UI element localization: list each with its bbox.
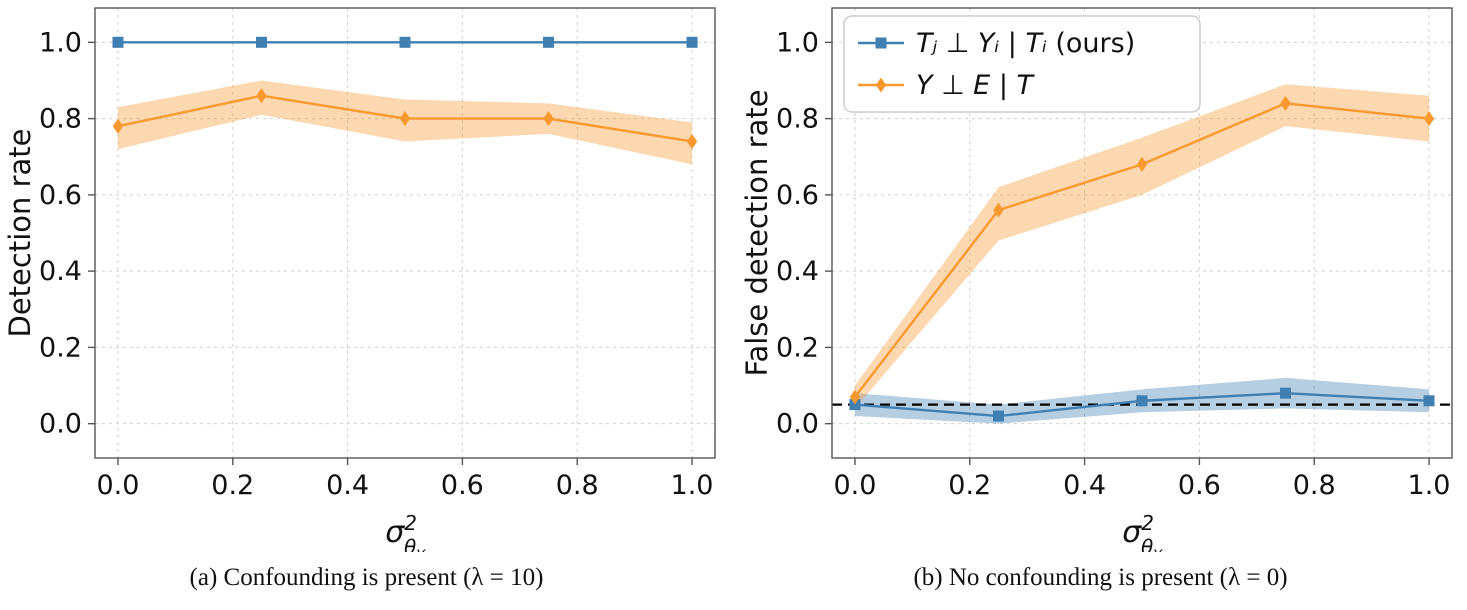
grid (95, 8, 715, 458)
marker-square (992, 410, 1004, 422)
y-tick-label: 0.8 (776, 104, 819, 135)
y-tick-label: 0.6 (776, 180, 819, 211)
y-tick-label: 0.0 (776, 409, 819, 440)
x-axis-label: σ2θY (385, 511, 426, 552)
x-tick-label: 0.2 (948, 470, 991, 501)
marker-diamond (686, 133, 698, 149)
plot-border (831, 7, 1453, 459)
y-tick-label: 1.0 (39, 27, 82, 58)
y-tick-label: 0.4 (39, 256, 82, 287)
legend: Tⱼ ⊥ Yᵢ | Tᵢ (ours) Y ⊥ E | T (843, 15, 1201, 113)
marker-diamond (256, 88, 267, 104)
x-tick-label: 0.0 (833, 470, 876, 501)
plot-border (94, 7, 716, 459)
marker-square (543, 36, 555, 48)
x-tick-label: 0.4 (1063, 470, 1106, 501)
y-tick-label: 0.8 (39, 104, 82, 135)
marker-diamond (1280, 95, 1291, 111)
marker-diamond (875, 77, 887, 93)
legend-entry-label: Tⱼ ⊥ Yᵢ | Tᵢ (ours) (916, 28, 1135, 59)
marker-diamond (112, 118, 124, 134)
marker-square (1423, 395, 1435, 407)
marker-square (1136, 395, 1148, 407)
chart-detection-rate: 0.0 0.2 0.4 0.6 0.8 1.0 0.0 0.2 0.4 0.6 0.8 1.0 Dete… (3, 7, 716, 552)
x-axis-label: σ2θY (1122, 511, 1163, 552)
y-tick-label: 0.0 (39, 409, 82, 440)
caption-panel-a: (a) Confounding is present (λ = 10) (189, 564, 544, 591)
x-tick-label: 0.0 (96, 470, 139, 501)
x-tick-label: 0.6 (1178, 470, 1221, 501)
marker-square (399, 36, 411, 48)
y-axis-label: False detection rate (740, 89, 774, 376)
marker-square (849, 399, 861, 411)
legend-entry-label: Y ⊥ E | T (916, 70, 1035, 101)
x-tick-label: 0.8 (1293, 470, 1336, 501)
legend-box (843, 15, 1201, 113)
y-tick-label: 0.2 (39, 332, 82, 363)
marker-diamond (543, 111, 554, 127)
marker-diamond (1423, 111, 1435, 127)
x-tick-label: 0.6 (441, 470, 484, 501)
marker-diamond (1136, 156, 1148, 172)
marker-diamond (399, 111, 411, 127)
y-tick-label: 1.0 (776, 27, 819, 58)
caption-panel-b: (b) No confounding is present (λ = 0) (913, 564, 1288, 591)
y-tick-label: 0.6 (39, 180, 82, 211)
y-tick-label: 0.2 (776, 332, 819, 363)
x-tick-label: 0.4 (326, 470, 369, 501)
x-tick-label: 1.0 (1408, 470, 1451, 501)
marker-square (112, 36, 124, 48)
x-tick-label: 0.8 (556, 470, 599, 501)
y-axis-label: Detection rate (3, 128, 37, 337)
marker-square (875, 37, 887, 49)
marker-square (255, 36, 267, 48)
confidence-band (854, 84, 1430, 409)
marker-square (1280, 387, 1292, 399)
x-tick-label: 0.2 (211, 470, 254, 501)
chart-false-detection-rate: 0.0 0.2 0.4 0.6 0.8 1.00.00.20.40.60.81.0Fals… (740, 7, 1453, 552)
y-tick-label: 0.4 (776, 256, 819, 287)
x-tick-label: 1.0 (671, 470, 714, 501)
marker-square (686, 36, 698, 48)
